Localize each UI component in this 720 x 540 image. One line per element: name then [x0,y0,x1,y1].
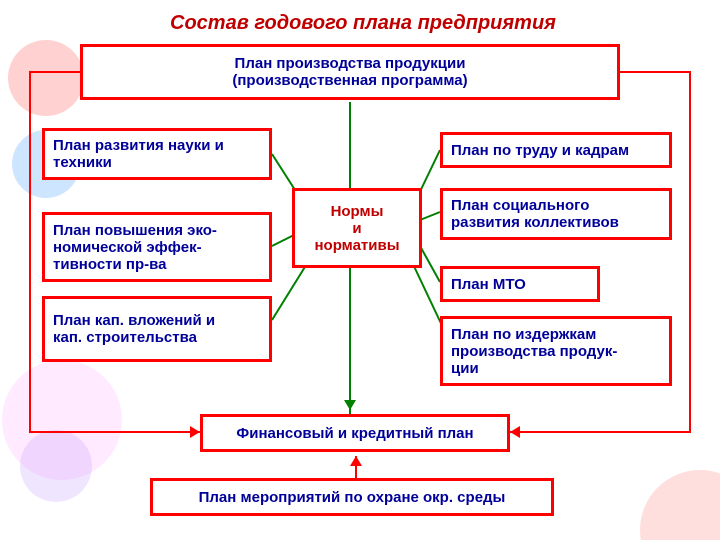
box-top: План производства продукции(производстве… [80,44,620,100]
box-center: Нормыинормативы [292,188,422,268]
box-r2-label: План социальногоразвития коллективов [451,197,619,231]
box-l1-label: План развития науки итехники [53,137,224,171]
box-r4-label: План по издержкампроизводства продук-ции [451,326,617,377]
box-r2: План социальногоразвития коллективов [440,188,672,240]
box-r3-label: План МТО [451,276,526,293]
box-env: План мероприятий по охране окр. среды [150,478,554,516]
box-r3: План МТО [440,266,600,302]
box-l2-label: План повышения эко-номической эффек-тивн… [53,222,217,273]
box-l2: План повышения эко-номической эффек-тивн… [42,212,272,282]
box-r4: План по издержкампроизводства продук-ции [440,316,672,386]
box-env-label: План мероприятий по охране окр. среды [199,489,506,506]
box-l1: План развития науки итехники [42,128,272,180]
box-l3: План кап. вложений икап. строительства [42,296,272,362]
box-fin: Финансовый и кредитный план [200,414,510,452]
background-balloon [8,40,84,116]
diagram-title: Состав годового плана предприятия [170,12,556,35]
box-l3-label: План кап. вложений икап. строительства [53,312,215,346]
box-top-label: План производства продукции(производстве… [232,55,467,89]
box-center-label: Нормыинормативы [314,203,399,254]
box-r1-label: План по труду и кадрам [451,142,629,159]
box-r1: План по труду и кадрам [440,132,672,168]
box-fin-label: Финансовый и кредитный план [236,425,473,442]
background-balloon [20,430,92,502]
background-balloon [640,470,720,540]
